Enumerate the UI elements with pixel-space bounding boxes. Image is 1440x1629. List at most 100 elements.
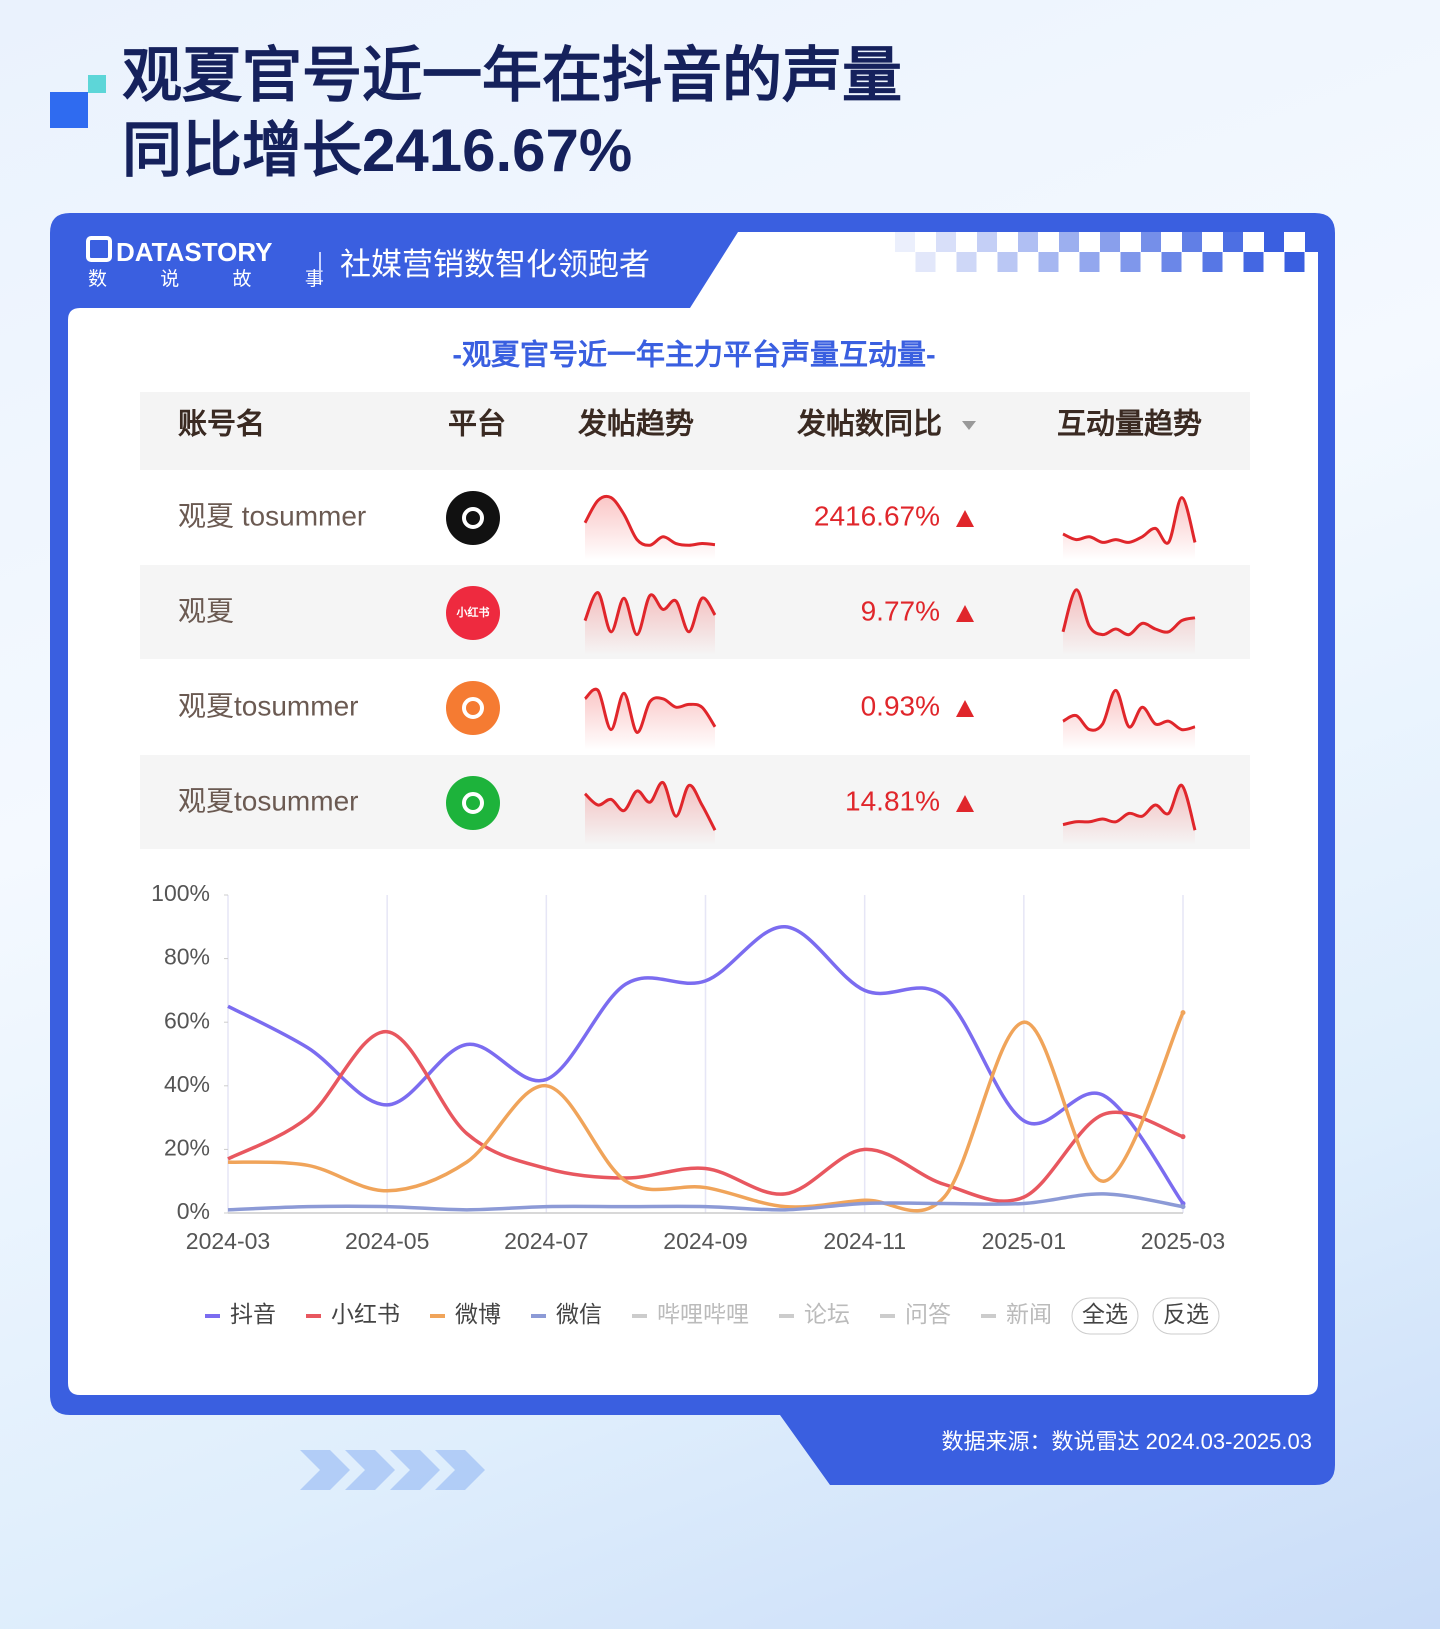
up-arrow xyxy=(956,700,974,717)
checker-cell xyxy=(1079,252,1100,272)
yoy: 0.93% xyxy=(861,690,940,721)
y-tick-label: 100% xyxy=(151,880,210,906)
sparkline xyxy=(583,687,717,734)
checker-cell xyxy=(1059,232,1079,252)
sort-icon[interactable] xyxy=(962,421,976,430)
checker-cell xyxy=(936,232,956,252)
account-name: 观夏tosummer xyxy=(178,785,358,816)
button-label[interactable]: 反选 xyxy=(1163,1301,1209,1327)
platform-icon xyxy=(446,586,500,640)
checker-cell xyxy=(1161,252,1182,272)
series-line xyxy=(227,1011,1185,1213)
x-tick-label: 2024-05 xyxy=(345,1228,429,1254)
legend-label[interactable]: 抖音 xyxy=(230,1301,276,1327)
checker-cell xyxy=(1018,232,1038,252)
column-header: 平台 xyxy=(448,407,506,441)
sparkline-area xyxy=(585,496,715,560)
logo-sub: 数 说 故 事 xyxy=(88,268,348,290)
title-line: 同比增长2416.67% xyxy=(122,117,632,184)
platform-glyph xyxy=(462,792,484,814)
legend-label[interactable]: 问答 xyxy=(905,1301,951,1327)
checker-cell xyxy=(1223,232,1243,252)
sparkline-area xyxy=(1063,497,1195,560)
end-dot xyxy=(1180,1010,1186,1016)
legend-label[interactable]: 微信 xyxy=(556,1301,602,1327)
sparkline-area xyxy=(585,782,715,845)
platform-icon xyxy=(446,776,500,830)
checker-cell xyxy=(1284,252,1305,272)
checker xyxy=(895,232,1325,272)
legend-label[interactable]: 哔哩哔哩 xyxy=(657,1301,749,1327)
yoy: 2416.67% xyxy=(814,500,940,531)
sparkline xyxy=(1061,588,1196,637)
table-title: -观夏官号近一年主力平台声量互动量- xyxy=(452,338,935,372)
sparkline xyxy=(583,494,716,547)
column-header: 发帖数同比 xyxy=(796,408,942,441)
button[interactable] xyxy=(1152,1297,1220,1335)
yoy: 9.77% xyxy=(861,595,940,626)
checker-cell xyxy=(915,252,936,272)
y-tick-label: 40% xyxy=(164,1071,210,1097)
series-line xyxy=(227,1029,1184,1203)
checker-cell xyxy=(1120,252,1141,272)
platform-icon xyxy=(446,681,500,735)
x-tick-label: 2025-03 xyxy=(1141,1228,1225,1254)
checker-cell xyxy=(1182,232,1202,252)
button-label[interactable]: 全选 xyxy=(1082,1301,1128,1327)
title-line: 观夏官号近一年在抖音的声量 xyxy=(122,42,902,109)
checker-cell xyxy=(1100,232,1120,252)
sparkline xyxy=(1062,783,1197,831)
logo-mark xyxy=(86,236,112,262)
platform-glyph xyxy=(462,507,484,529)
platform-icon xyxy=(446,491,500,545)
x-tick-label: 2024-03 xyxy=(186,1228,270,1254)
sparkline-area xyxy=(1063,690,1195,750)
checker-cell xyxy=(1243,252,1264,272)
y-tick-label: 60% xyxy=(164,1007,210,1033)
deco xyxy=(50,92,88,128)
column-header: 发帖趋势 xyxy=(577,408,694,441)
button[interactable] xyxy=(1071,1297,1139,1335)
sparkline-area xyxy=(1063,589,1195,655)
footer-source: 数据来源：数说雷达 2024.03-2025.03 xyxy=(942,1429,1313,1454)
sparkline xyxy=(1062,688,1196,732)
column-header: 账号名 xyxy=(178,408,265,441)
y-tick-label: 0% xyxy=(177,1198,210,1224)
deco xyxy=(88,75,106,93)
legend-label[interactable]: 微博 xyxy=(455,1301,501,1327)
checker-cell xyxy=(1264,232,1284,252)
account-name: 观夏 tosummer xyxy=(178,500,366,531)
legend-label[interactable]: 论坛 xyxy=(804,1301,850,1327)
checker-cell xyxy=(1141,232,1161,252)
checker-cell xyxy=(895,232,915,252)
up-arrow xyxy=(956,510,974,527)
platform-glyph xyxy=(462,697,484,719)
end-dot xyxy=(1180,1134,1186,1140)
series-line xyxy=(227,1192,1184,1212)
checker-cell xyxy=(1038,252,1059,272)
end-dot xyxy=(1180,1204,1186,1210)
logo: DATASTORY xyxy=(116,237,272,267)
sparkline xyxy=(583,591,717,637)
checker-cell xyxy=(977,232,997,252)
checker-cell xyxy=(997,252,1018,272)
sparkline xyxy=(583,781,717,831)
up-arrow xyxy=(956,605,974,622)
account-name: 观夏 xyxy=(178,595,234,626)
x-tick-label: 2025-01 xyxy=(982,1228,1066,1254)
slogan: 社媒营销数智化领跑者 xyxy=(340,247,650,282)
up-arrow xyxy=(956,795,974,812)
legend-label[interactable]: 新闻 xyxy=(1006,1301,1052,1327)
sparkline xyxy=(1062,496,1197,545)
yoy: 14.81% xyxy=(845,785,940,816)
series-line xyxy=(227,925,1185,1205)
sparkline-area xyxy=(585,689,715,750)
chart: 2024-03 2024-05 2024-07 2024-09 2024-11 2025-… xyxy=(151,880,1225,1335)
legend-label[interactable]: 小红书 xyxy=(331,1301,400,1327)
sparkline-area xyxy=(585,592,715,655)
x-tick-label: 2024-07 xyxy=(504,1228,588,1254)
sparkline-area xyxy=(1063,785,1195,845)
